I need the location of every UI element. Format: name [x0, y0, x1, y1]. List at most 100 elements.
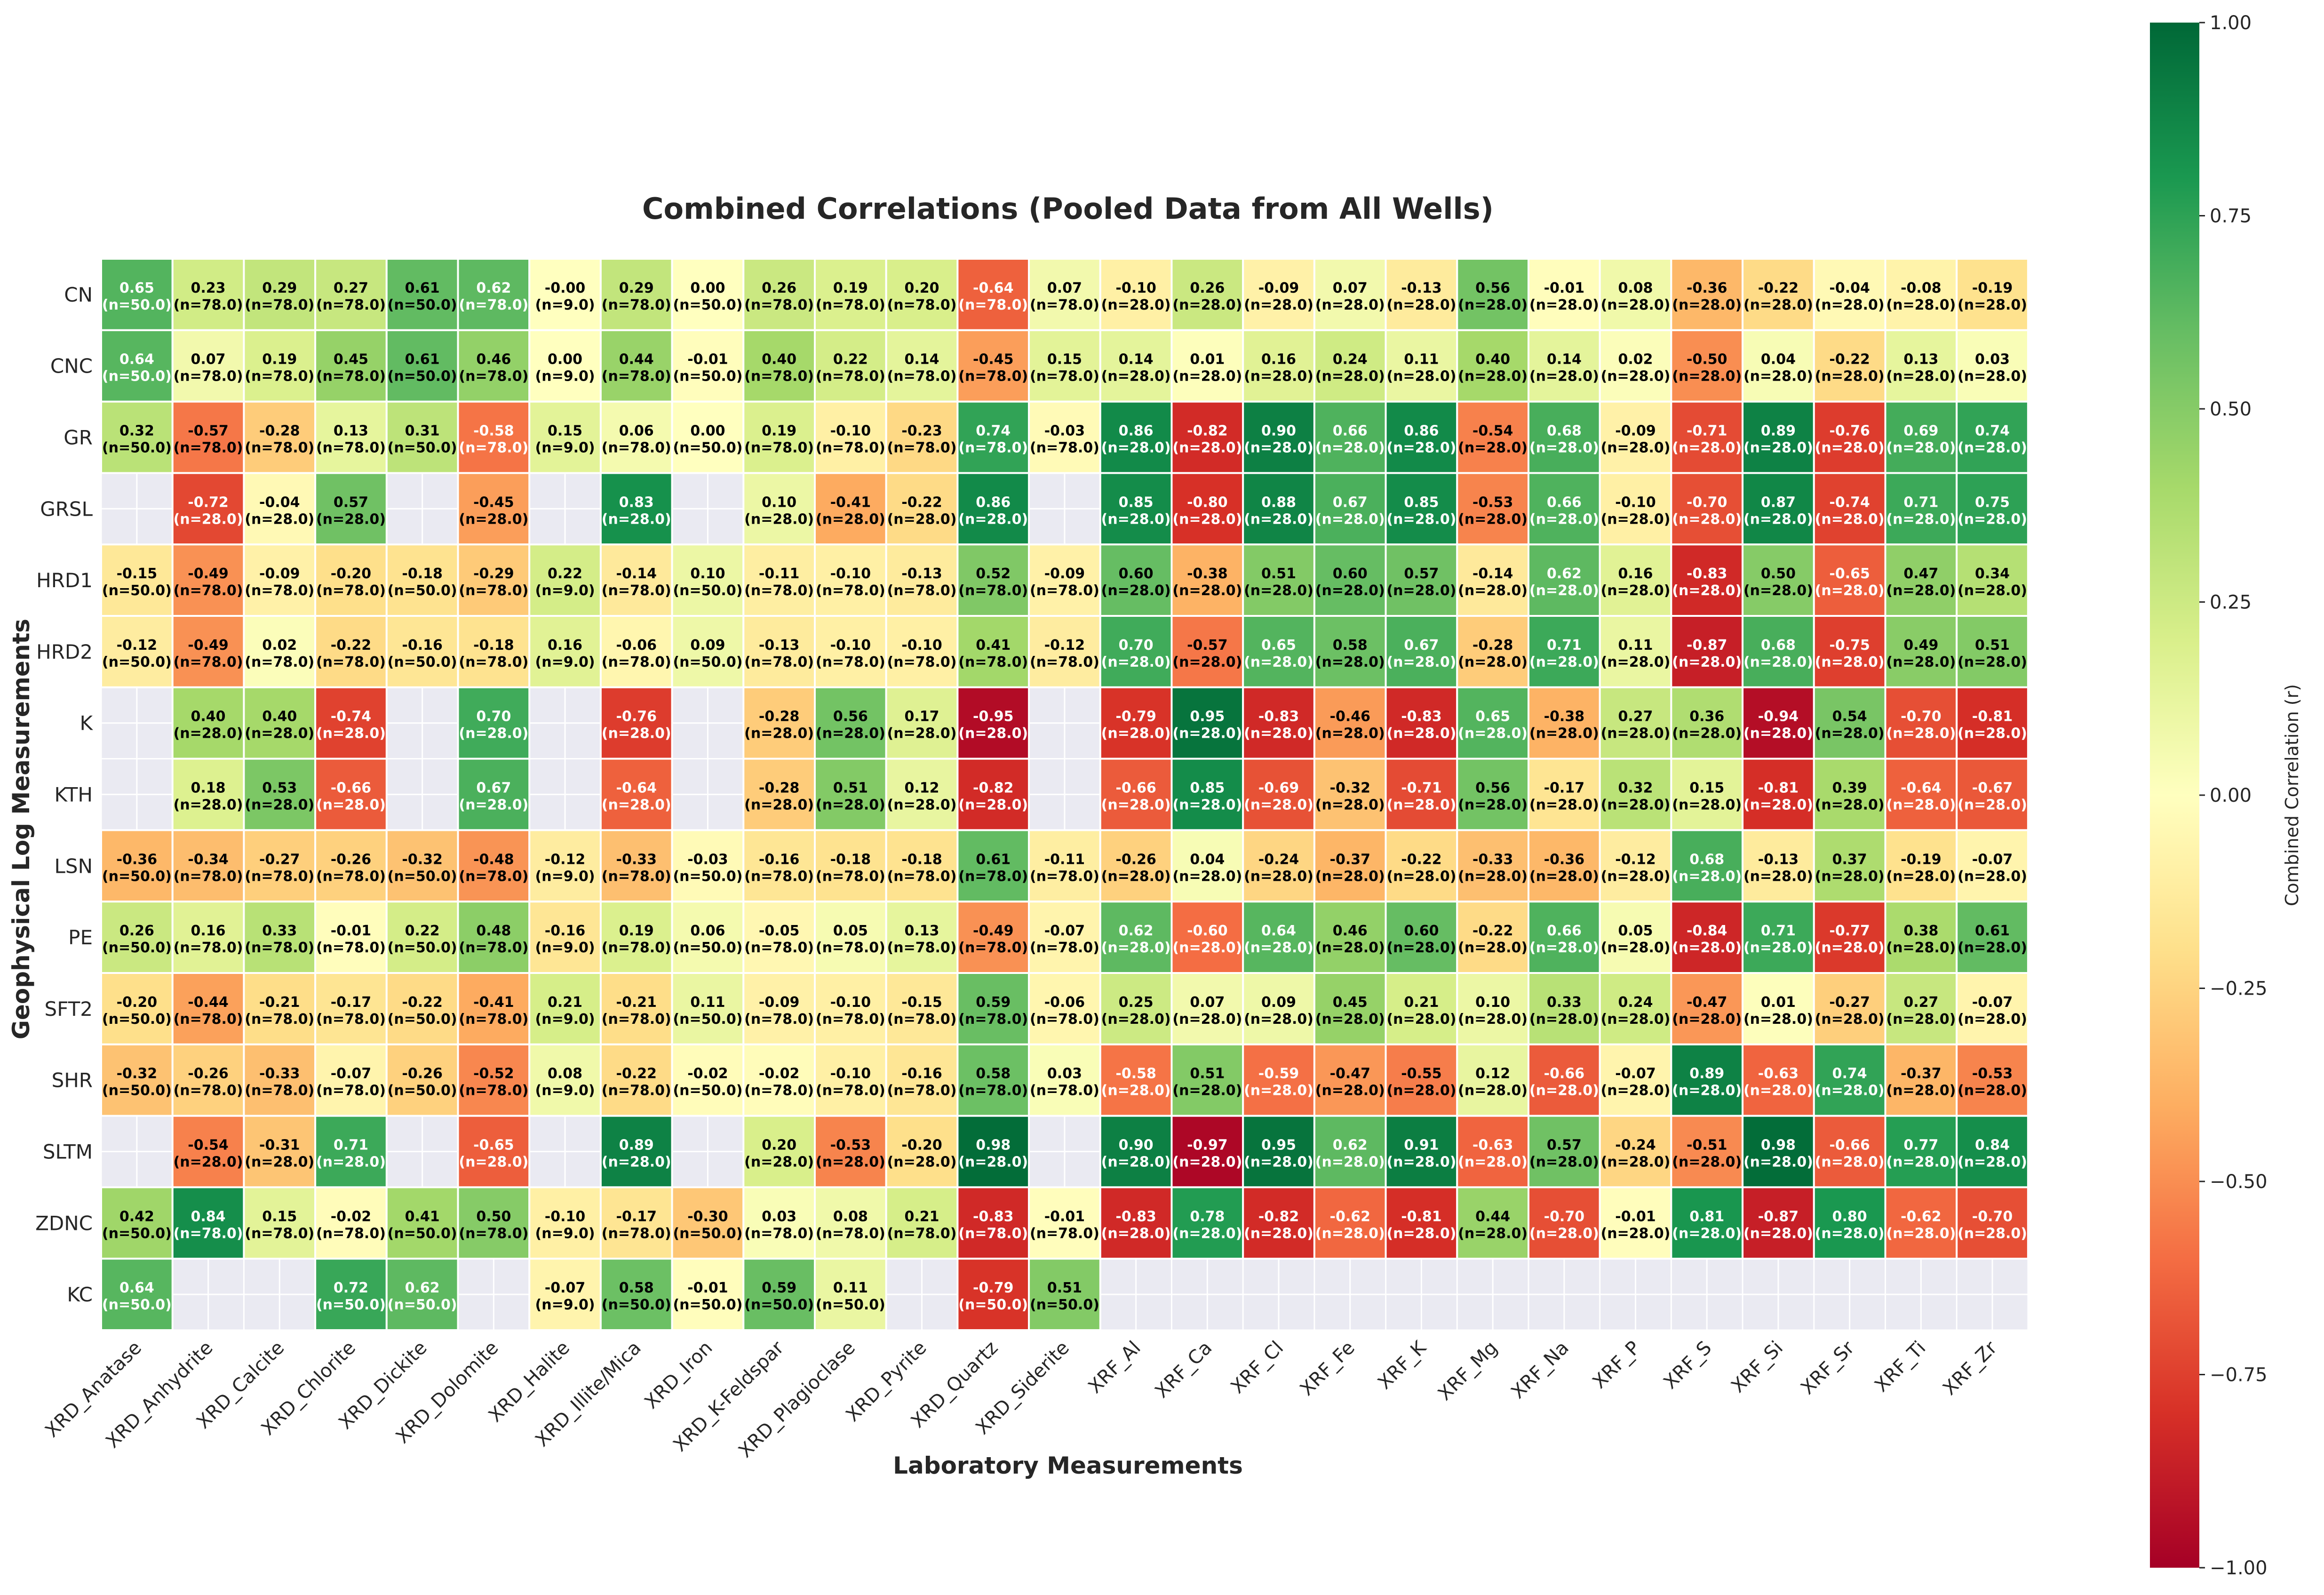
- cell-value-label: -0.05: [759, 923, 799, 939]
- cell-value-label: -0.72: [188, 494, 228, 510]
- cell-value-label: -0.28: [1472, 637, 1513, 654]
- cell-count-label: (n=50.0): [388, 1083, 457, 1099]
- colorbar-gradient: [2150, 23, 2199, 1568]
- heatmap-cell: [385, 972, 459, 1045]
- colorbar: 1.00 0.75 0.50 0.25 0.00 −0.25 −0.50 −0.75 −1.00…: [2150, 12, 2302, 1579]
- heatmap-cell: [1099, 901, 1173, 974]
- cell-value-label: 0.08: [1618, 280, 1653, 296]
- cell-value-label: -0.00: [545, 280, 585, 296]
- cell-count-label: (n=28.0): [1743, 940, 1813, 956]
- heatmap-cell: [814, 472, 887, 546]
- heatmap-cell: [1742, 758, 1815, 831]
- cell-value-label: -0.06: [616, 637, 657, 654]
- column-label: XRF_S: [1659, 1337, 1716, 1394]
- cell-value-label: 0.01: [1190, 351, 1225, 368]
- cell-count-label: (n=28.0): [1958, 940, 2027, 956]
- cell-count-label: (n=50.0): [316, 1297, 386, 1313]
- heatmap-cell: [1528, 615, 1601, 688]
- cell-count-label: (n=28.0): [174, 726, 243, 742]
- cell-value-label: 0.14: [1547, 351, 1582, 368]
- cell-value-label: 0.32: [1618, 780, 1653, 797]
- cell-count-label: (n=50.0): [102, 1297, 172, 1313]
- cell-count-label: (n=28.0): [459, 1154, 528, 1171]
- cell-count-label: (n=50.0): [673, 940, 742, 956]
- heatmap-cell: [243, 615, 317, 688]
- heatmap-cell: [1813, 329, 1886, 403]
- cell-value-label: -0.21: [259, 994, 300, 1011]
- cell-value-label: -0.26: [331, 851, 371, 868]
- cell-count-label: (n=28.0): [1172, 368, 1242, 385]
- cell-count-label: (n=28.0): [1315, 582, 1385, 599]
- cell-value-label: 0.03: [1047, 1066, 1082, 1082]
- cell-count-label: (n=28.0): [1386, 654, 1456, 670]
- cell-count-label: (n=28.0): [744, 511, 814, 527]
- cell-count-label: (n=50.0): [388, 1297, 457, 1313]
- cell-value-label: 0.60: [1404, 923, 1439, 939]
- cell-value-label: 0.64: [1261, 923, 1296, 939]
- cell-value-label: -0.81: [1758, 780, 1799, 797]
- heatmap-cell: [1385, 258, 1458, 331]
- cell-value-label: 0.71: [1547, 637, 1582, 654]
- cell-value-label: -0.79: [1115, 709, 1156, 725]
- cell-value-label: 0.69: [1903, 423, 1938, 439]
- cell-value-label: -0.22: [616, 1066, 657, 1082]
- cell-value-label: -0.01: [1615, 1208, 1655, 1225]
- cell-count-label: (n=28.0): [1743, 582, 1813, 599]
- cell-count-label: (n=78.0): [1030, 940, 1099, 956]
- heatmap-cell: [171, 615, 245, 688]
- cell-count-label: (n=50.0): [388, 1011, 457, 1028]
- cell-count-label: (n=28.0): [1458, 726, 1528, 742]
- cell-value-label: 0.16: [191, 923, 226, 939]
- heatmap-cell: [1170, 901, 1244, 974]
- cell-count-label: (n=28.0): [1244, 868, 1313, 885]
- cell-count-label: (n=50.0): [388, 868, 457, 885]
- cell-count-label: (n=78.0): [887, 582, 957, 599]
- cell-value-label: 0.40: [262, 709, 297, 725]
- cell-count-label: (n=28.0): [174, 797, 243, 813]
- heatmap-cell: [1742, 400, 1815, 474]
- cell-value-label: -0.47: [1330, 1066, 1370, 1082]
- cell-value-label: 0.15: [262, 1208, 297, 1225]
- cell-count-label: (n=28.0): [1244, 797, 1313, 813]
- cell-count-label: (n=28.0): [1386, 440, 1456, 456]
- cell-value-label: -0.31: [259, 1137, 300, 1154]
- cell-value-label: -0.55: [1401, 1066, 1441, 1082]
- cell-value-label: -0.67: [1972, 780, 2013, 797]
- cell-count-label: (n=9.0): [535, 1083, 595, 1099]
- cell-count-label: (n=28.0): [1815, 1225, 1885, 1242]
- cell-value-label: -0.10: [830, 1066, 871, 1082]
- heatmap-cell: [885, 758, 959, 831]
- cell-count-label: (n=28.0): [1172, 1225, 1242, 1242]
- cell-count-label: (n=50.0): [673, 868, 742, 885]
- cell-count-label: (n=28.0): [1672, 511, 1742, 527]
- heatmap-cell: [1599, 686, 1672, 760]
- cell-value-label: -0.16: [545, 923, 585, 939]
- cell-count-label: (n=28.0): [1672, 1154, 1742, 1171]
- cell-value-label: -0.10: [830, 637, 871, 654]
- heatmap-cell: [1170, 615, 1244, 688]
- cell-value-label: 0.70: [1119, 637, 1154, 654]
- cell-count-label: (n=78.0): [887, 1225, 957, 1242]
- cell-value-label: -0.87: [1758, 1208, 1799, 1225]
- heatmap-cell: [314, 1258, 388, 1331]
- cell-count-label: (n=28.0): [1743, 654, 1813, 670]
- cell-value-label: -0.07: [331, 1066, 371, 1082]
- cell-value-label: -0.28: [259, 423, 300, 439]
- cell-value-label: -0.09: [259, 566, 300, 582]
- cell-value-label: -0.95: [973, 709, 1013, 725]
- cell-count-label: (n=28.0): [459, 797, 528, 813]
- cell-count-label: (n=78.0): [816, 582, 885, 599]
- cell-count-label: (n=28.0): [1672, 1011, 1742, 1028]
- cell-value-label: -0.01: [1544, 280, 1584, 296]
- cell-count-label: (n=28.0): [1958, 726, 2027, 742]
- cell-value-label: -0.28: [759, 709, 799, 725]
- heatmap-cell: [1385, 1043, 1458, 1117]
- cell-count-label: (n=50.0): [958, 1297, 1028, 1313]
- cell-count-label: (n=28.0): [1172, 797, 1242, 813]
- heatmap-cell: [956, 615, 1030, 688]
- cell-count-label: (n=78.0): [816, 868, 885, 885]
- cell-value-label: -0.83: [973, 1208, 1013, 1225]
- heatmap-cell: [742, 615, 816, 688]
- cell-count-label: (n=78.0): [316, 297, 386, 313]
- cell-count-label: (n=28.0): [1815, 582, 1885, 599]
